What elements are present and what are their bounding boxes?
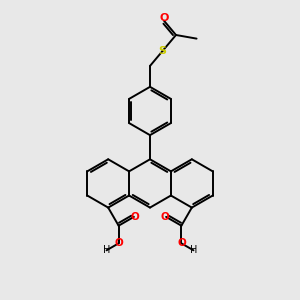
Text: O: O	[114, 238, 123, 248]
Text: H: H	[103, 245, 110, 255]
Text: O: O	[159, 13, 169, 23]
Text: O: O	[160, 212, 169, 222]
Text: O: O	[131, 212, 140, 222]
Text: S: S	[158, 46, 166, 56]
Text: O: O	[177, 238, 186, 248]
Text: H: H	[190, 245, 197, 255]
